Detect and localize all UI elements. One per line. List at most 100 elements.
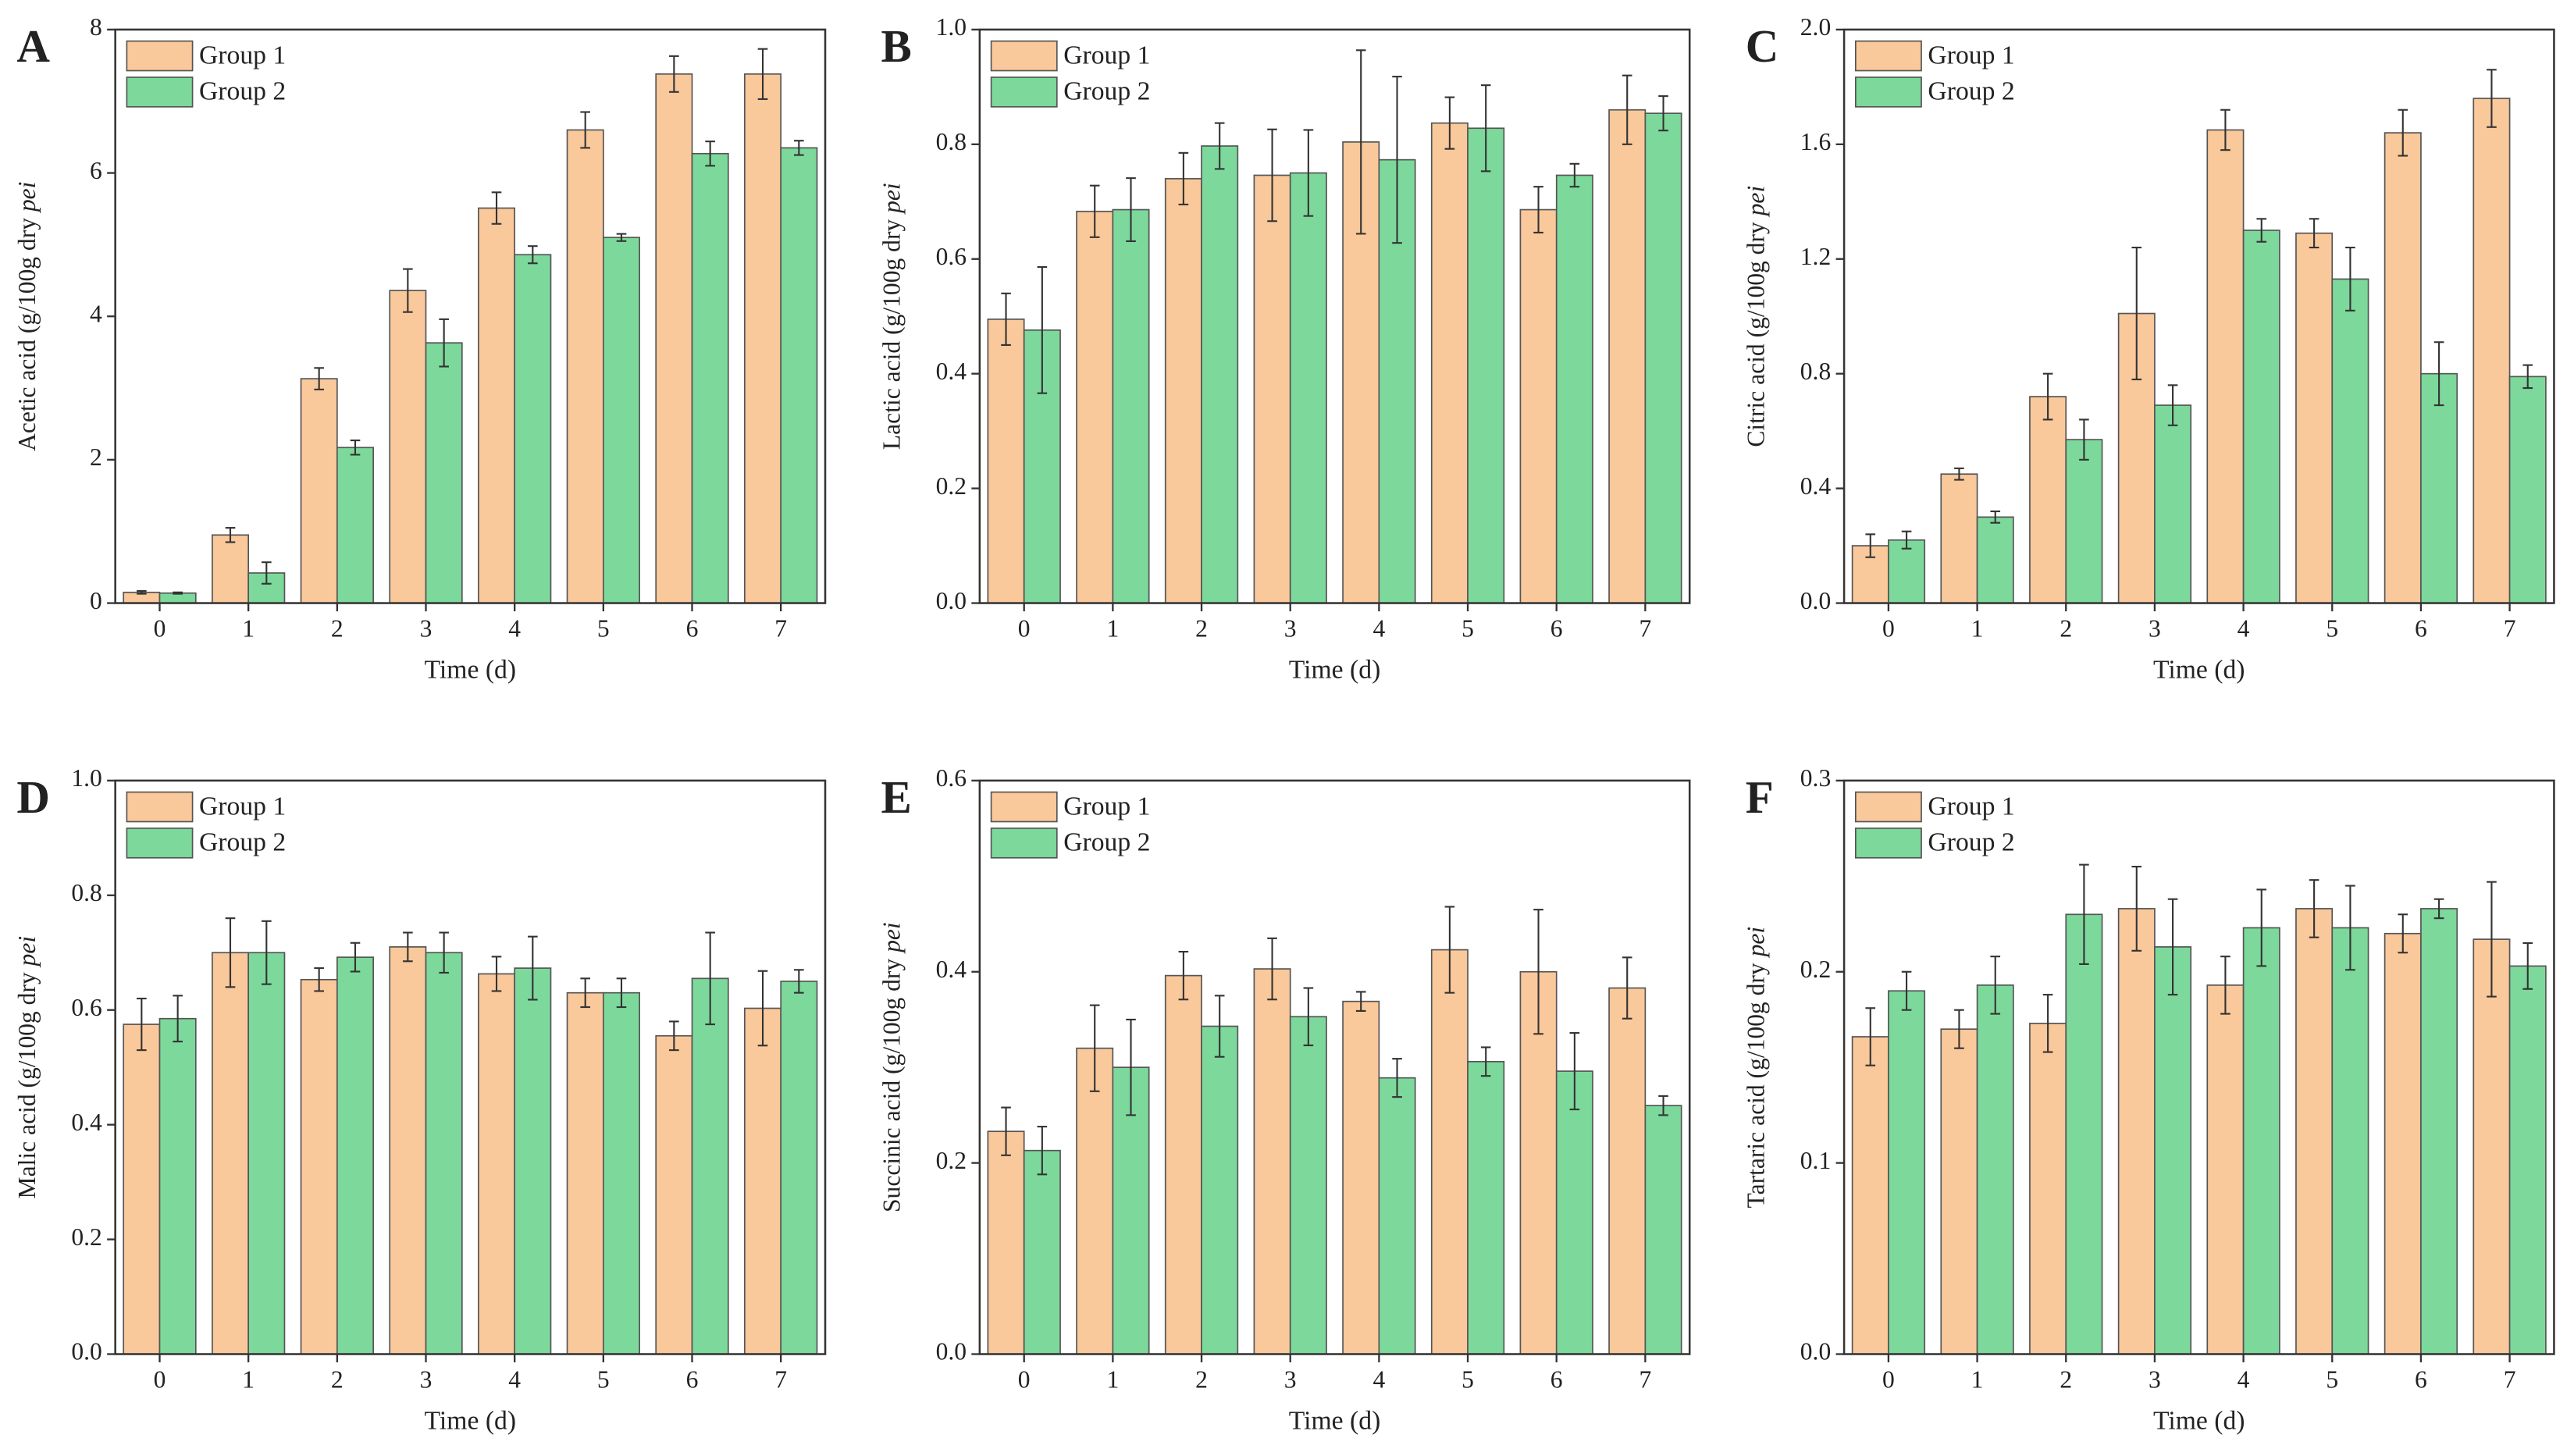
bar bbox=[1608, 109, 1647, 604]
bar bbox=[1976, 984, 2014, 1355]
bar bbox=[425, 952, 463, 1355]
bar bbox=[2295, 232, 2334, 604]
error-bar bbox=[2345, 885, 2355, 971]
bar bbox=[602, 237, 640, 604]
x-tick-label: 6 bbox=[1550, 1366, 1563, 1394]
bar bbox=[2242, 230, 2280, 604]
legend-label: Group 1 bbox=[1063, 41, 1150, 69]
error-bar bbox=[1178, 151, 1189, 206]
y-axis-label-text: Tartaric acid (g/100g dry bbox=[1743, 963, 1770, 1208]
bar bbox=[2065, 439, 2103, 604]
error-bar bbox=[757, 970, 768, 1047]
y-axis-label: Malic acid (g/100g dry pei bbox=[13, 936, 41, 1199]
error-bar bbox=[491, 191, 502, 225]
bar bbox=[514, 254, 552, 604]
bar bbox=[1644, 112, 1682, 604]
bar bbox=[1023, 1149, 1061, 1355]
legend-label: Group 1 bbox=[199, 41, 286, 69]
x-tick-label: 7 bbox=[774, 615, 787, 643]
x-tick-label: 3 bbox=[1284, 1366, 1297, 1394]
bar bbox=[1201, 1025, 1239, 1355]
x-tick-label: 7 bbox=[774, 1366, 787, 1394]
error-bar bbox=[225, 917, 236, 988]
legend-swatch bbox=[126, 791, 194, 823]
x-tick-label: 4 bbox=[2238, 1366, 2250, 1394]
y-axis-label-text: Acetic acid (g/100g dry bbox=[13, 218, 41, 451]
y-tick-label: 0.6 bbox=[936, 764, 967, 792]
error-bar bbox=[2487, 69, 2497, 128]
y-axis-label-italic: pei bbox=[13, 182, 41, 214]
error-bar bbox=[1355, 991, 1366, 1012]
x-tick-label: 0 bbox=[154, 1366, 166, 1394]
y-axis-label-text: Lactic acid (g/100g dry bbox=[878, 219, 906, 450]
y-tick-label: 2.0 bbox=[1800, 13, 1831, 41]
error-bar bbox=[528, 935, 538, 1001]
y-axis-label-text: Citric acid (g/100g dry bbox=[1743, 222, 1770, 447]
error-bar bbox=[2433, 341, 2444, 407]
error-bar bbox=[2398, 109, 2408, 157]
error-bar bbox=[2487, 881, 2497, 998]
legend-swatch bbox=[990, 77, 1058, 108]
y-axis-label: Succinic acid (g/100g dry pei bbox=[878, 922, 906, 1212]
x-tick-label: 4 bbox=[1372, 615, 1385, 643]
error-bar bbox=[1622, 956, 1632, 1020]
bar bbox=[1253, 174, 1291, 604]
bar bbox=[1467, 1060, 1505, 1355]
error-bar bbox=[1214, 122, 1225, 170]
y-axis-label: Acetic acid (g/100g dry pei bbox=[13, 182, 41, 451]
error-bar bbox=[491, 956, 502, 992]
bar bbox=[691, 977, 729, 1355]
y-tick-label: 0.4 bbox=[71, 1109, 102, 1136]
x-tick-label: 3 bbox=[2149, 615, 2161, 643]
y-tick-label: 0.4 bbox=[1800, 472, 1832, 500]
x-tick-label: 1 bbox=[1971, 615, 1984, 643]
x-tick-label: 6 bbox=[686, 615, 699, 643]
error-bar bbox=[2042, 994, 2053, 1053]
bar bbox=[1164, 178, 1202, 604]
error-bar bbox=[2042, 372, 2053, 421]
error-bar bbox=[1089, 184, 1100, 238]
panel-label: F bbox=[1746, 771, 1774, 823]
error-bar bbox=[1089, 1004, 1100, 1092]
panel-label: B bbox=[881, 20, 912, 72]
bar bbox=[2384, 932, 2422, 1355]
error-bar bbox=[1658, 1095, 1668, 1116]
error-bar bbox=[2167, 898, 2178, 996]
error-bar bbox=[1126, 1018, 1136, 1116]
error-bar bbox=[173, 591, 183, 595]
bar bbox=[2473, 938, 2511, 1355]
legend-label: Group 1 bbox=[1063, 792, 1150, 821]
bar bbox=[1112, 208, 1150, 604]
bar bbox=[1253, 968, 1291, 1355]
x-tick-label: 3 bbox=[420, 615, 433, 643]
y-axis-label-italic: pei bbox=[1743, 186, 1770, 218]
error-bar bbox=[1865, 533, 1876, 558]
error-bar bbox=[1901, 530, 1912, 550]
bar bbox=[2420, 372, 2458, 604]
error-bar bbox=[2131, 866, 2142, 952]
y-tick-label: 0.4 bbox=[936, 956, 967, 983]
legend-swatch bbox=[126, 828, 194, 859]
error-bar bbox=[2256, 888, 2267, 967]
x-tick-label: 2 bbox=[331, 1366, 344, 1394]
x-tick-label: 4 bbox=[508, 1366, 521, 1394]
error-bar bbox=[1533, 909, 1543, 1035]
x-tick-label: 4 bbox=[2238, 615, 2250, 643]
plot-frame bbox=[114, 779, 827, 1355]
error-bar bbox=[314, 367, 324, 390]
y-tick-label: 6 bbox=[90, 157, 102, 184]
error-bar bbox=[173, 995, 183, 1043]
x-tick-label: 5 bbox=[597, 615, 610, 643]
error-bar bbox=[2131, 246, 2142, 381]
legend-swatch bbox=[1854, 828, 1922, 859]
bar bbox=[1940, 473, 1978, 604]
error-bar bbox=[2220, 109, 2230, 151]
x-tick-label: 5 bbox=[2326, 615, 2338, 643]
error-bar bbox=[225, 527, 236, 543]
x-tick-label: 1 bbox=[1106, 615, 1119, 643]
plot-frame bbox=[1842, 28, 2555, 604]
bar bbox=[566, 129, 604, 604]
error-bar bbox=[794, 969, 804, 994]
bar bbox=[2295, 908, 2334, 1355]
bar bbox=[2420, 908, 2458, 1355]
